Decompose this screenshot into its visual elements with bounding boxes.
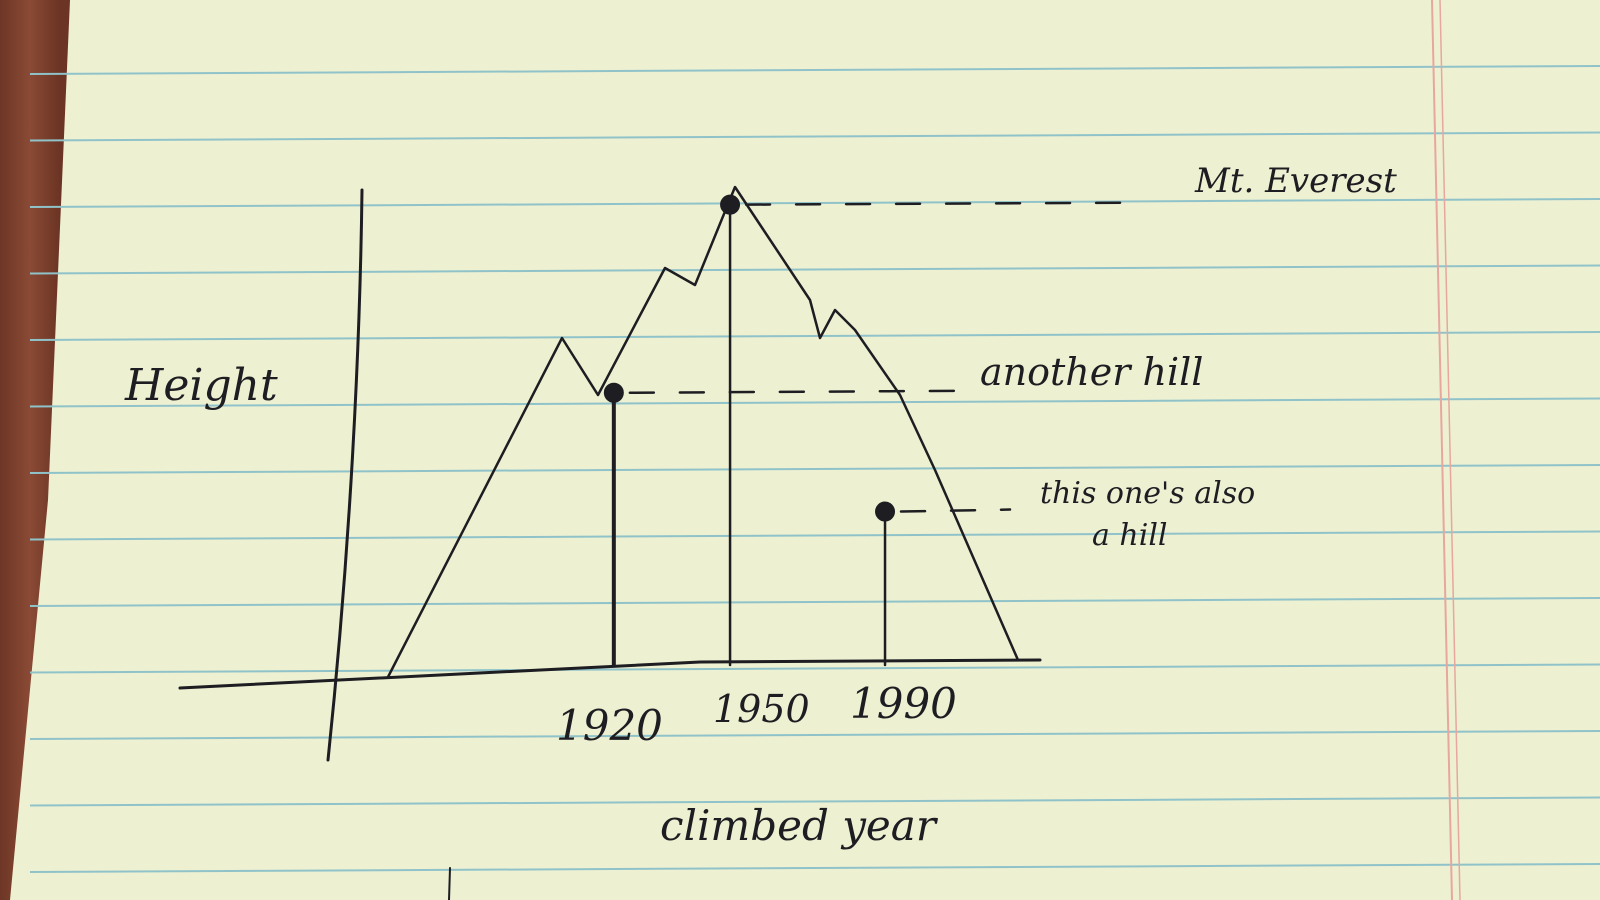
annotation-also-hill: this one's also a hill xyxy=(1040,476,1265,553)
y-axis xyxy=(326,188,364,762)
rule-line xyxy=(29,796,1600,807)
paper-sheet xyxy=(10,0,1600,900)
annotation-another-hill: another hill xyxy=(980,350,1203,394)
margin-line-2 xyxy=(1439,0,1461,900)
label-leader-lines xyxy=(628,201,1132,513)
x-tick-label-1990: 1990 xyxy=(850,679,957,728)
point-mt-everest xyxy=(720,194,741,215)
annotation-also-hill-line1: this one's also xyxy=(1040,476,1255,511)
x-tick-label-1920: 1920 xyxy=(556,701,663,750)
chart-marks xyxy=(603,194,896,667)
rule-line xyxy=(29,597,1600,607)
leader-also-hill xyxy=(899,508,1012,513)
leader-another-hill xyxy=(628,389,977,394)
mountain-outline xyxy=(386,185,1020,679)
pen-mark xyxy=(448,867,451,900)
rule-line xyxy=(29,530,1600,541)
rule-line xyxy=(29,331,1600,341)
rule-line xyxy=(29,131,1600,142)
rule-line xyxy=(29,863,1600,873)
rule-line xyxy=(29,397,1600,408)
y-axis-label: Height xyxy=(124,360,278,411)
x-axis xyxy=(178,658,1042,690)
rule-line xyxy=(29,663,1600,674)
margin-line xyxy=(1431,0,1453,900)
annotation-mt-everest: Mt. Everest xyxy=(1194,161,1397,201)
x-tick-label-1950: 1950 xyxy=(713,687,810,731)
annotation-also-hill-line2: a hill xyxy=(1092,518,1168,553)
ruled-lines xyxy=(29,65,1600,873)
rule-line xyxy=(29,264,1600,275)
rule-line xyxy=(29,198,1600,208)
point-also-hill xyxy=(875,501,896,522)
rule-line xyxy=(29,65,1600,75)
x-axis-label: climbed year xyxy=(660,801,939,850)
leader-mt-everest xyxy=(744,201,1132,206)
rule-line xyxy=(29,730,1600,740)
rule-line xyxy=(29,464,1600,474)
point-another-hill xyxy=(603,382,624,403)
